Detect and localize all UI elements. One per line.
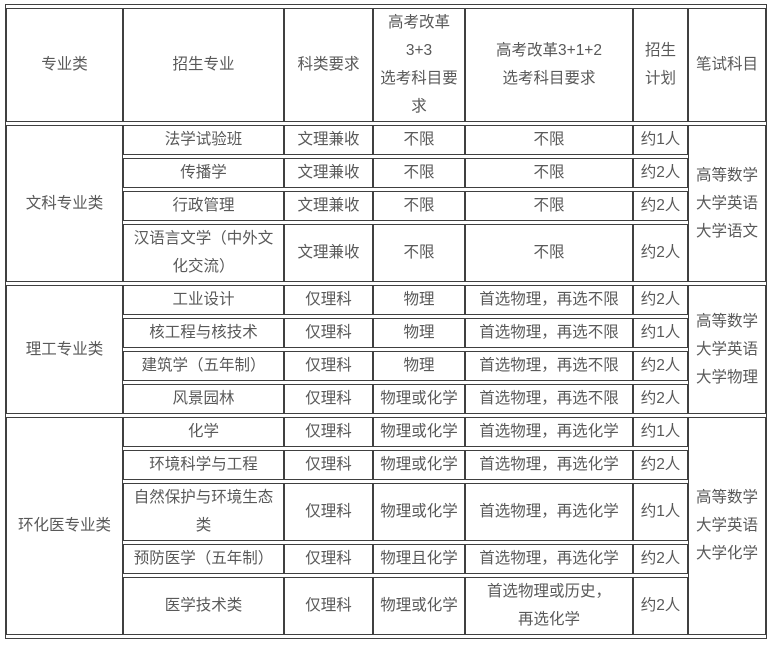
req-3-3-cell: 不限 (373, 191, 465, 221)
table-row: 预防医学（五年制） 仅理科 物理且化学 首选物理，再选化学 约2人 (6, 544, 766, 574)
table-row: 风景园林 仅理科 物理或化学 首选物理，再选不限 约2人 (6, 384, 766, 414)
group-env-chem-med: 环化医专业类 化学 仅理科 物理或化学 首选物理，再选化学 约1人 高等数学 大… (6, 417, 766, 635)
major-cell: 预防医学（五年制） (123, 544, 284, 574)
req-3-3-cell: 物理且化学 (373, 544, 465, 574)
req-3-1-2-cell: 首选物理，再选不限 (465, 285, 633, 315)
table-row: 建筑学（五年制） 仅理科 物理 首选物理，再选不限 约2人 (6, 351, 766, 381)
req-3-1-2-cell: 不限 (465, 191, 633, 221)
major-cell: 工业设计 (123, 285, 284, 315)
header-written-exam: 笔试科目 (688, 8, 766, 122)
req-3-1-2-cell: 首选物理，再选不限 (465, 351, 633, 381)
header-reform-3-1-2: 高考改革3+1+2 选考科目要求 (465, 8, 633, 122)
table-header: 专业类 招生专业 科类要求 高考改革 3+3 选考科目要求 高考改革3+1+2 … (6, 8, 766, 122)
req-3-3-cell: 物理 (373, 318, 465, 348)
req-3-3-cell: 物理 (373, 285, 465, 315)
plan-cell: 约2人 (633, 450, 688, 480)
req-3-3-cell: 不限 (373, 125, 465, 155)
plan-cell: 约2人 (633, 191, 688, 221)
subject-type-cell: 仅理科 (284, 318, 373, 348)
written-exam-cell: 高等数学 大学英语 大学物理 (688, 285, 766, 414)
table-row: 医学技术类 仅理科 物理或化学 首选物理或历史， 再选化学 约2人 (6, 577, 766, 635)
table-row: 环化医专业类 化学 仅理科 物理或化学 首选物理，再选化学 约1人 高等数学 大… (6, 417, 766, 635)
req-3-1-2-cell: 不限 (465, 125, 633, 155)
req-3-1-2-cell: 首选物理，再选化学 (465, 544, 633, 574)
major-cell: 自然保护与环境生态类 (123, 483, 284, 541)
req-3-1-2-cell: 首选物理，再选化学 (465, 450, 633, 480)
req-3-1-2-cell: 首选物理，再选化学 (465, 417, 633, 447)
subject-type-cell: 仅理科 (284, 285, 373, 315)
major-cell: 风景园林 (123, 384, 284, 414)
plan-cell: 约2人 (633, 351, 688, 381)
plan-cell: 约1人 (633, 125, 688, 155)
table-row: 传播学 文理兼收 不限 不限 约2人 (6, 158, 766, 188)
table-row: 汉语言文学（中外文化交流） 文理兼收 不限 不限 约2人 (6, 224, 766, 282)
subject-type-cell: 仅理科 (284, 384, 373, 414)
table-row: 自然保护与环境生态类 仅理科 物理或化学 首选物理，再选化学 约1人 (6, 483, 766, 541)
plan-cell: 约2人 (633, 285, 688, 315)
admissions-table: 专业类 招生专业 科类要求 高考改革 3+3 选考科目要求 高考改革3+1+2 … (5, 4, 767, 639)
major-cell: 化学 (123, 417, 284, 447)
group-liberal-arts: 文科专业类 法学试验班 文理兼收 不限 不限 约1人 高等数学 大学英语 大学语… (6, 125, 766, 282)
plan-cell: 约1人 (633, 318, 688, 348)
major-cell: 建筑学（五年制） (123, 351, 284, 381)
header-admission-major: 招生专业 (123, 8, 284, 122)
req-3-1-2-cell: 不限 (465, 224, 633, 282)
header-enrollment-plan: 招生 计划 (633, 8, 688, 122)
req-3-3-cell: 物理或化学 (373, 384, 465, 414)
major-cell: 法学试验班 (123, 125, 284, 155)
category-cell: 文科专业类 (6, 125, 123, 282)
subject-type-cell: 仅理科 (284, 577, 373, 635)
written-exam-cell: 高等数学 大学英语 大学化学 (688, 417, 766, 635)
table-row: 理工专业类 工业设计 仅理科 物理 首选物理，再选不限 约2人 高等数学 大学英… (6, 285, 766, 414)
subject-type-cell: 仅理科 (284, 351, 373, 381)
major-cell: 医学技术类 (123, 577, 284, 635)
written-exam-cell: 高等数学 大学英语 大学语文 (688, 125, 766, 282)
plan-cell: 约1人 (633, 417, 688, 447)
req-3-1-2-cell: 首选物理，再选不限 (465, 384, 633, 414)
req-3-3-cell: 物理 (373, 351, 465, 381)
header-reform-3-3: 高考改革 3+3 选考科目要求 (373, 8, 465, 122)
plan-cell: 约2人 (633, 384, 688, 414)
plan-cell: 约2人 (633, 577, 688, 635)
table-row: 核工程与核技术 仅理科 物理 首选物理，再选不限 约1人 (6, 318, 766, 348)
group-science-engineering: 理工专业类 工业设计 仅理科 物理 首选物理，再选不限 约2人 高等数学 大学英… (6, 285, 766, 414)
table-row: 文科专业类 法学试验班 文理兼收 不限 不限 约1人 高等数学 大学英语 大学语… (6, 125, 766, 282)
req-3-1-2-cell: 首选物理，再选不限 (465, 318, 633, 348)
subject-type-cell: 仅理科 (284, 450, 373, 480)
req-3-3-cell: 物理或化学 (373, 577, 465, 635)
category-cell: 环化医专业类 (6, 417, 123, 635)
subject-type-cell: 仅理科 (284, 417, 373, 447)
subject-type-cell: 文理兼收 (284, 125, 373, 155)
req-3-3-cell: 物理或化学 (373, 417, 465, 447)
category-cell: 理工专业类 (6, 285, 123, 414)
subject-type-cell: 文理兼收 (284, 224, 373, 282)
plan-cell: 约1人 (633, 483, 688, 541)
major-cell: 环境科学与工程 (123, 450, 284, 480)
plan-cell: 约2人 (633, 544, 688, 574)
header-subject-type: 科类要求 (284, 8, 373, 122)
subject-type-cell: 仅理科 (284, 483, 373, 541)
req-3-3-cell: 不限 (373, 158, 465, 188)
table-row: 行政管理 文理兼收 不限 不限 约2人 (6, 191, 766, 221)
header-major-category: 专业类 (6, 8, 123, 122)
plan-cell: 约2人 (633, 224, 688, 282)
major-cell: 行政管理 (123, 191, 284, 221)
req-3-1-2-cell: 不限 (465, 158, 633, 188)
req-3-1-2-cell: 首选物理或历史， 再选化学 (465, 577, 633, 635)
subject-type-cell: 仅理科 (284, 544, 373, 574)
req-3-1-2-cell: 首选物理，再选化学 (465, 483, 633, 541)
table-row: 环境科学与工程 仅理科 物理或化学 首选物理，再选化学 约2人 (6, 450, 766, 480)
req-3-3-cell: 不限 (373, 224, 465, 282)
subject-type-cell: 文理兼收 (284, 191, 373, 221)
subject-type-cell: 文理兼收 (284, 158, 373, 188)
req-3-3-cell: 物理或化学 (373, 450, 465, 480)
major-cell: 传播学 (123, 158, 284, 188)
plan-cell: 约2人 (633, 158, 688, 188)
header-row: 专业类 招生专业 科类要求 高考改革 3+3 选考科目要求 高考改革3+1+2 … (6, 8, 766, 122)
major-cell: 核工程与核技术 (123, 318, 284, 348)
major-cell: 汉语言文学（中外文化交流） (123, 224, 284, 282)
req-3-3-cell: 物理或化学 (373, 483, 465, 541)
